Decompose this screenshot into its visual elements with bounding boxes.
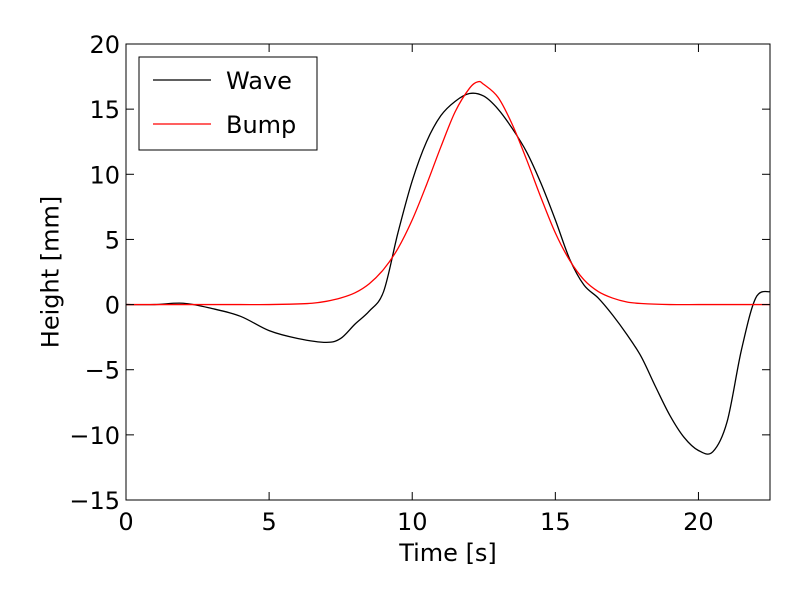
plot-lines	[126, 80, 770, 455]
x-axis-label: Time [s]	[398, 539, 497, 567]
y-tick-label: −15	[69, 487, 120, 515]
y-axis-label: Height [mm]	[36, 196, 64, 348]
series-line-wave	[126, 92, 770, 455]
series-line-bump	[126, 80, 770, 306]
y-tick-label: −10	[69, 422, 120, 450]
y-tick-label: −5	[85, 357, 120, 385]
plot-frame	[125, 43, 771, 501]
legend-label-wave: Wave	[226, 67, 292, 95]
x-tick-label: 0	[118, 508, 133, 536]
y-tick-label: 10	[89, 161, 120, 189]
legend: Wave Bump	[138, 56, 318, 151]
x-tick-label: 5	[261, 508, 276, 536]
x-tick-label: 20	[683, 508, 714, 536]
y-tick-label: 15	[89, 96, 120, 124]
y-tick-label: 20	[89, 31, 120, 59]
y-tick-label: 5	[105, 226, 120, 254]
y-tick-label: 0	[105, 292, 120, 320]
legend-box	[138, 56, 318, 151]
x-tick-label: 10	[397, 508, 428, 536]
legend-label-bump: Bump	[226, 111, 296, 139]
x-tick-label: 15	[540, 508, 571, 536]
tick-labels: 0 5 10 15 20 −15 −10 −5 0 5 10 15 20	[69, 31, 713, 536]
axis-ticks	[125, 43, 770, 501]
